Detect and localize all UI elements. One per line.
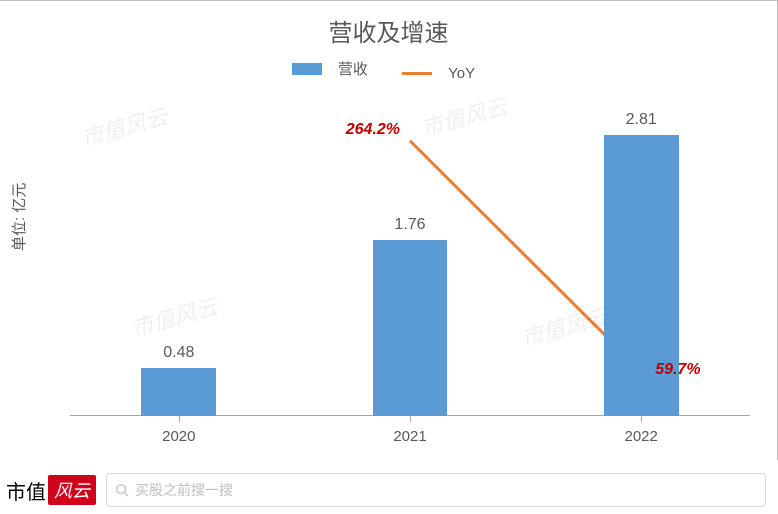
- bottom-bar: 市值 风云 买股之前搜一搜: [0, 466, 778, 514]
- legend: 营收 YoY: [0, 58, 777, 82]
- yoy-value-label: 59.7%: [655, 361, 700, 379]
- legend-label-revenue: 营收: [338, 58, 368, 79]
- legend-bar-swatch: [292, 63, 322, 75]
- search-input[interactable]: 买股之前搜一搜: [106, 473, 766, 507]
- logo-badge: 风云: [48, 475, 96, 505]
- bar: [141, 368, 216, 416]
- x-axis-label: 2020: [162, 428, 195, 445]
- logo-text: 市值: [6, 476, 46, 505]
- legend-item-yoy: YoY: [402, 65, 485, 82]
- legend-line-swatch: [402, 72, 432, 75]
- bar: [373, 240, 448, 416]
- chart-title: 营收及增速: [0, 1, 777, 48]
- chart-container: 营收及增速 营收 YoY 单位: 亿元 0.48 2020 1.76 2021 2.81…: [0, 0, 778, 460]
- y-axis-label: 单位: 亿元: [8, 183, 29, 251]
- legend-item-revenue: 营收: [292, 58, 378, 79]
- brand-logo[interactable]: 市值 风云: [6, 475, 96, 505]
- plot-area: 0.4820201.7620212.812022264.2%59.7%: [70, 96, 750, 416]
- legend-label-yoy: YoY: [448, 65, 475, 82]
- x-axis-label: 2021: [393, 428, 426, 445]
- search-placeholder: 买股之前搜一搜: [135, 480, 233, 500]
- x-axis-label: 2022: [625, 428, 658, 445]
- x-axis-tick: [641, 416, 642, 422]
- x-axis-tick: [179, 416, 180, 422]
- bar-value-label: 1.76: [394, 216, 425, 234]
- bar-value-label: 0.48: [163, 344, 194, 362]
- yoy-value-label: 264.2%: [346, 121, 400, 139]
- bar-value-label: 2.81: [626, 111, 657, 129]
- search-icon: [115, 483, 129, 497]
- x-axis-tick: [410, 416, 411, 422]
